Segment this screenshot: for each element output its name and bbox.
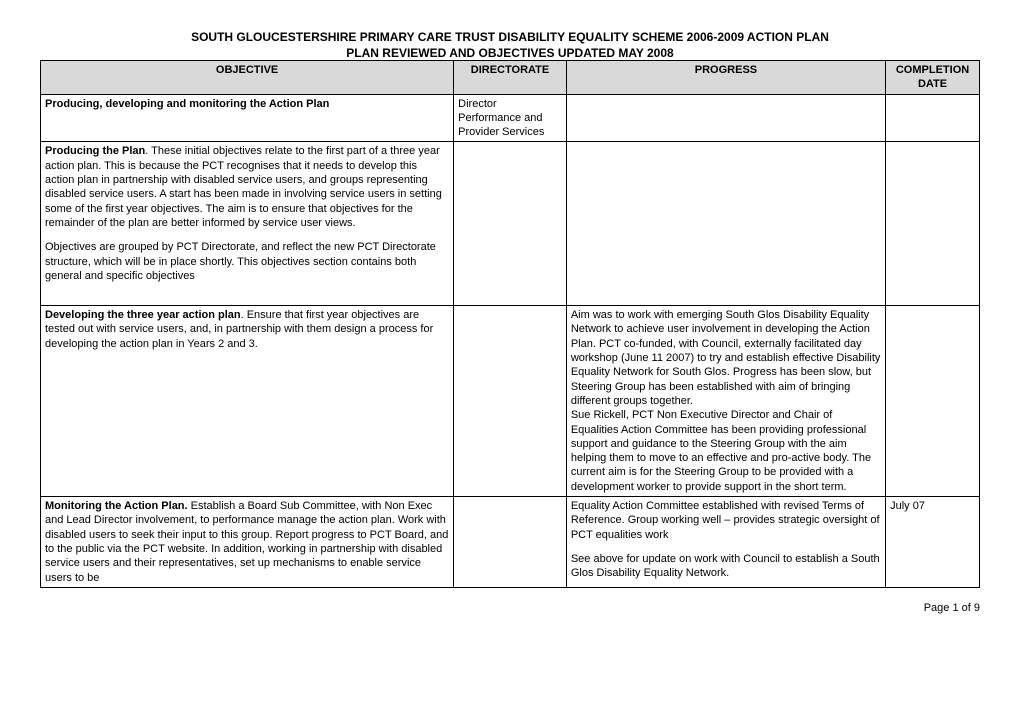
cell-progress: Equality Action Committee established wi… [566, 497, 885, 588]
cell-objective: Developing the three year action plan. E… [41, 306, 454, 497]
table-row: Producing the Plan. These initial object… [41, 142, 980, 306]
cell-directorate: Director Performance and Provider Servic… [454, 94, 567, 142]
objective-para2: Objectives are grouped by PCT Directorat… [45, 241, 436, 282]
progress-p2: See above for update on work with Counci… [571, 553, 880, 579]
cell-completion: July 07 [886, 497, 980, 588]
col-header-completion: COMPLETION DATE [886, 61, 980, 95]
progress-p2: Sue Rickell, PCT Non Executive Director … [571, 409, 871, 492]
objective-bold: Producing, developing and monitoring the… [45, 98, 329, 110]
progress-p1: Equality Action Committee established wi… [571, 500, 880, 541]
objective-text: . These initial objectives relate to the… [45, 145, 442, 228]
objective-bold: Developing the three year action plan [45, 309, 241, 321]
objective-text: Establish a Board Sub Committee, with No… [45, 500, 448, 583]
cell-completion [886, 142, 980, 306]
cell-progress [566, 94, 885, 142]
cell-progress [566, 142, 885, 306]
col-header-progress: PROGRESS [566, 61, 885, 95]
cell-progress: Aim was to work with emerging South Glos… [566, 306, 885, 497]
table-row: Monitoring the Action Plan. Establish a … [41, 497, 980, 588]
cell-objective: Producing the Plan. These initial object… [41, 142, 454, 306]
objective-bold: Producing the Plan [45, 145, 145, 157]
progress-p1: Aim was to work with emerging South Glos… [571, 309, 881, 407]
col-header-objective: OBJECTIVE [41, 61, 454, 95]
table-row: Developing the three year action plan. E… [41, 306, 980, 497]
objective-bold: Monitoring the Action Plan. [45, 500, 188, 512]
table-header-row: OBJECTIVE DIRECTORATE PROGRESS COMPLETIO… [41, 61, 980, 95]
cell-directorate [454, 142, 567, 306]
action-plan-table: OBJECTIVE DIRECTORATE PROGRESS COMPLETIO… [40, 60, 980, 588]
document-subtitle: PLAN REVIEWED AND OBJECTIVES UPDATED MAY… [40, 46, 980, 60]
cell-completion [886, 94, 980, 142]
cell-objective: Monitoring the Action Plan. Establish a … [41, 497, 454, 588]
cell-completion [886, 306, 980, 497]
document-title: SOUTH GLOUCESTERSHIRE PRIMARY CARE TRUST… [40, 30, 980, 44]
col-header-directorate: DIRECTORATE [454, 61, 567, 95]
cell-directorate [454, 497, 567, 588]
cell-directorate [454, 306, 567, 497]
cell-objective: Producing, developing and monitoring the… [41, 94, 454, 142]
page-footer: Page 1 of 9 [40, 602, 980, 614]
table-row: Producing, developing and monitoring the… [41, 94, 980, 142]
